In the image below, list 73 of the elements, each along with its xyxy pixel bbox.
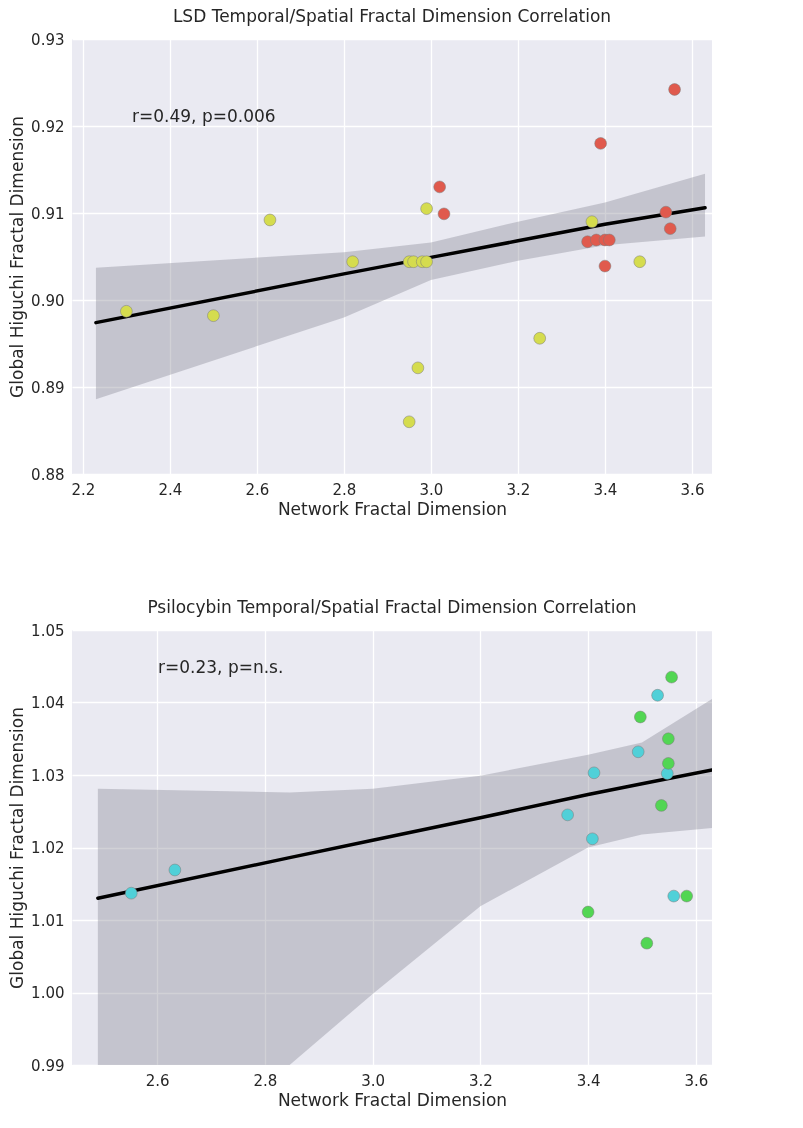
point — [263, 213, 277, 227]
x-tick-label: 2.8 — [332, 480, 357, 499]
annotation: r=0.23, p=n.s. — [158, 657, 284, 677]
y-tick-label: 1.02 — [31, 839, 65, 857]
y-tick-label: 0.93 — [31, 30, 65, 49]
annotation: r=0.49, p=0.006 — [132, 106, 276, 126]
y-tick-label: 0.91 — [31, 204, 65, 223]
point — [346, 255, 359, 268]
x-tick-label: 3.0 — [419, 480, 444, 499]
x-axis-title: Network Fractal Dimension — [277, 1089, 508, 1110]
x-axis-title: Network Fractal Dimension — [277, 498, 508, 519]
point — [587, 766, 601, 779]
y-tick-label: 1.05 — [31, 621, 65, 640]
y-tick-label: 1.03 — [31, 766, 65, 785]
point — [207, 309, 220, 322]
point — [632, 745, 645, 758]
point — [603, 233, 616, 247]
point — [659, 205, 673, 219]
y-axis-title: Global Higuchi Fractal Dimension — [7, 116, 28, 398]
x-tick-label: 2.6 — [145, 1071, 170, 1090]
point — [662, 757, 675, 770]
y-tick-label: 1.04 — [31, 694, 65, 712]
point — [420, 202, 433, 215]
point — [667, 889, 680, 903]
line-series — [94, 206, 707, 325]
line-series — [96, 768, 712, 900]
x-tick-label: 3.6 — [684, 1071, 709, 1090]
point — [665, 670, 678, 684]
point — [598, 259, 612, 273]
x-tick-label: 2.6 — [245, 480, 270, 499]
y-tick-label: 0.92 — [31, 117, 65, 136]
point — [120, 305, 133, 318]
point — [168, 863, 182, 877]
y-tick-label: 0.88 — [31, 465, 65, 484]
y-tick-label: 0.90 — [31, 291, 65, 310]
point — [651, 689, 664, 702]
x-tick-label: 3.6 — [680, 480, 705, 499]
point — [634, 710, 647, 724]
y-tick-label: 1.01 — [31, 911, 65, 930]
point — [561, 808, 574, 822]
chart-title: Psilocybin Temporal/Spatial Fractal Dimension Correlation — [147, 597, 637, 617]
y-axis-title: Global Higuchi Fractal Dimension — [7, 707, 28, 989]
x-tick-label: 2.2 — [71, 480, 96, 499]
point — [533, 332, 546, 345]
x-tick-label: 3.2 — [506, 480, 531, 499]
point — [664, 222, 677, 235]
point — [662, 732, 675, 745]
x-tick-label: 3.4 — [593, 480, 618, 499]
y-tick-label: 0.89 — [31, 378, 65, 397]
point — [633, 255, 646, 268]
x-tick-label: 3.2 — [468, 1071, 493, 1090]
point — [433, 180, 446, 194]
x-tick-label: 2.8 — [253, 1071, 278, 1090]
point — [655, 799, 668, 812]
x-tick-label: 2.4 — [158, 480, 183, 499]
point — [585, 215, 599, 228]
point — [586, 832, 599, 845]
point — [594, 137, 607, 150]
point — [125, 887, 138, 900]
y-tick-label: 0.99 — [31, 1056, 65, 1075]
x-tick-label: 3.0 — [361, 1071, 386, 1090]
point — [403, 415, 416, 428]
point — [581, 905, 595, 919]
point — [420, 255, 433, 268]
y-tick-label: 1.00 — [31, 984, 65, 1002]
point — [680, 889, 693, 903]
point — [437, 207, 451, 221]
x-tick-label: 3.4 — [576, 1071, 601, 1090]
point — [640, 937, 653, 950]
point — [411, 361, 425, 375]
point — [668, 83, 681, 96]
point — [661, 767, 674, 780]
chart-title: LSD Temporal/Spatial Fractal Dimension Correlation — [172, 6, 612, 26]
